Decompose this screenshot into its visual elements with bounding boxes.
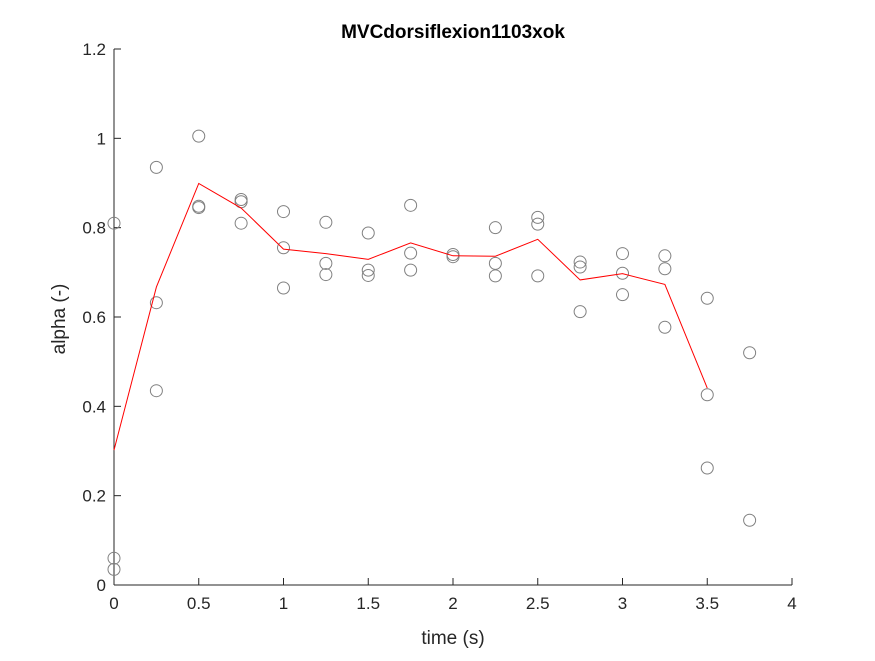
- data-point: [616, 266, 629, 280]
- data-point: [107, 551, 121, 565]
- data-point: [658, 262, 672, 276]
- x-tick-label: 4: [787, 594, 796, 613]
- x-tick-label: 0: [109, 594, 118, 613]
- y-tick-label: 0.2: [82, 487, 106, 506]
- data-point: [361, 226, 375, 240]
- plot-area: 0 0.5 1 1.5 2 2.5 3 3.5 4 0 0.2 0.4 0.6 0.8 1 1.2: [82, 40, 796, 613]
- data-point: [319, 215, 333, 229]
- x-tick-label: 3.5: [695, 594, 719, 613]
- data-point: [404, 198, 418, 212]
- data-point: [658, 320, 672, 334]
- data-point: [234, 216, 248, 230]
- data-point: [531, 217, 545, 231]
- data-point: [743, 346, 757, 360]
- data-point: [488, 269, 502, 283]
- y-axis-label: alpha (-): [49, 284, 70, 355]
- data-point: [700, 291, 714, 305]
- data-point: [488, 256, 502, 270]
- data-point: [531, 269, 545, 283]
- x-tick-label: 1.5: [356, 594, 380, 613]
- x-tick-label: 2: [448, 594, 457, 613]
- data-point: [700, 461, 714, 475]
- y-tick-label: 0.8: [82, 219, 106, 238]
- data-point: [573, 255, 587, 269]
- data-point: [149, 296, 163, 310]
- y-tick-label: 0: [97, 576, 106, 595]
- data-point: [573, 260, 587, 274]
- data-point: [192, 129, 206, 143]
- data-point: [616, 247, 629, 261]
- data-point: [743, 513, 757, 527]
- y-tick-label: 1: [97, 129, 106, 148]
- data-point: [700, 388, 714, 402]
- data-point: [616, 288, 629, 302]
- data-point: [277, 241, 290, 255]
- data-point: [192, 201, 206, 215]
- data-point: [149, 384, 163, 398]
- x-tick-label: 0.5: [187, 594, 211, 613]
- data-point: [488, 221, 502, 235]
- y-tick-label: 0.6: [82, 308, 106, 327]
- mean-line: [113, 182, 708, 451]
- data-point: [277, 205, 290, 219]
- x-tick-label: 1: [279, 594, 288, 613]
- data-point: [149, 160, 163, 174]
- data-point: [446, 250, 460, 264]
- x-axis-label: time (s): [421, 628, 484, 649]
- x-tick-label: 3: [618, 594, 627, 613]
- data-point: [658, 249, 672, 263]
- data-point: [361, 268, 375, 282]
- data-point: [404, 263, 418, 277]
- data-point: [573, 305, 587, 319]
- data-point: [404, 246, 418, 260]
- data-point: [319, 256, 333, 270]
- data-point: [107, 216, 121, 230]
- y-tick-label: 0.4: [82, 397, 106, 416]
- x-tick-label: 2.5: [526, 594, 550, 613]
- chart-title: MVCdorsiflexion1103xok: [341, 22, 565, 43]
- data-point: [107, 562, 121, 576]
- data-point: [531, 210, 545, 224]
- y-tick-label: 1.2: [82, 40, 106, 59]
- data-point: [319, 268, 333, 282]
- data-point: [277, 281, 290, 295]
- data-point: [361, 263, 375, 277]
